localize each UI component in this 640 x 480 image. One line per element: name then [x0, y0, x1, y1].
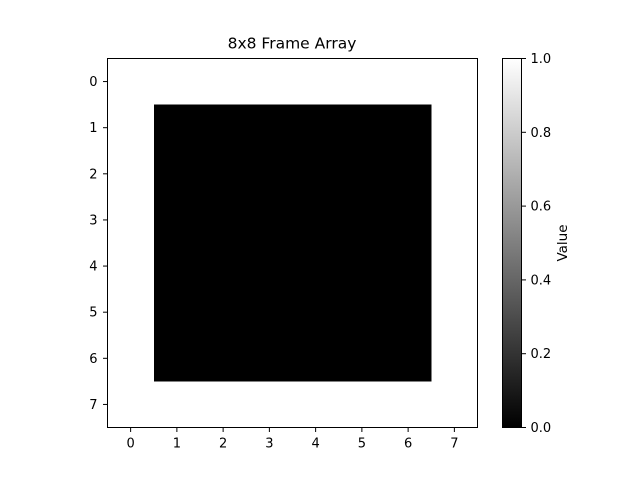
heatmap-cell: [246, 150, 293, 198]
heatmap-cell: [338, 196, 386, 244]
heatmap-cell: [385, 58, 432, 106]
heatmap-cell: [431, 196, 478, 244]
heatmap-cell: [153, 104, 201, 152]
heatmap-cell: [153, 243, 201, 290]
heatmap-cell: [153, 381, 201, 428]
heatmap-cell: [338, 58, 386, 106]
y-tick-label: 1: [89, 121, 97, 136]
heatmap-cell: [431, 335, 478, 382]
heatmap-cell: [246, 104, 293, 152]
heatmap-cell: [246, 289, 293, 336]
heatmap-cell: [292, 289, 340, 336]
heatmap-cell: [107, 243, 155, 290]
colorbar-tick-label: 0.0: [531, 421, 552, 436]
x-tick-label: 1: [173, 437, 181, 452]
heatmap-cell: [200, 335, 247, 382]
x-tick-label: 0: [126, 437, 134, 452]
x-tick-label: 7: [450, 437, 458, 452]
heatmap-cell: [338, 381, 386, 428]
heatmap-cell: [431, 381, 478, 428]
heatmap-cell: [292, 381, 340, 428]
heatmap-cell: [292, 196, 340, 244]
heatmap-cell: [200, 150, 247, 198]
heatmap-cell: [200, 289, 247, 336]
heatmap-cells: [107, 58, 478, 428]
heatmap-cell: [107, 150, 155, 198]
heatmap-cell: [338, 150, 386, 198]
y-tick-label: 0: [89, 75, 97, 90]
heatmap-cell: [200, 243, 247, 290]
colorbar-tick-label: 1.0: [531, 52, 552, 67]
heatmap-cell: [338, 104, 386, 152]
heatmap-cell: [431, 104, 478, 152]
y-tick-label: 4: [89, 260, 97, 275]
heatmap-cell: [153, 335, 201, 382]
heatmap-cell: [385, 243, 432, 290]
heatmap-cell: [385, 289, 432, 336]
heatmap-cell: [292, 335, 340, 382]
heatmap-cell: [153, 196, 201, 244]
heatmap-cell: [246, 58, 293, 106]
heatmap-cell: [200, 381, 247, 428]
colorbar-tick-label: 0.4: [531, 273, 552, 288]
colorbar-tick-label: 0.6: [531, 200, 552, 215]
y-tick-label: 3: [89, 213, 97, 228]
x-tick-label: 6: [404, 437, 412, 452]
heatmap-cell: [153, 58, 201, 106]
heatmap-cell: [431, 289, 478, 336]
heatmap-cell: [385, 104, 432, 152]
heatmap-cell: [292, 104, 340, 152]
heatmap-cell: [385, 196, 432, 244]
y-tick-label: 6: [89, 352, 97, 367]
colorbar-tick-label: 0.2: [531, 347, 552, 362]
y-tick-label: 7: [89, 398, 97, 413]
heatmap-cell: [200, 104, 247, 152]
heatmap-cell: [431, 150, 478, 198]
heatmap-cell: [246, 196, 293, 244]
heatmap-cell: [338, 289, 386, 336]
x-axis: 0 1 2 3 4 5 6 7: [126, 427, 459, 452]
heatmap-cell: [338, 243, 386, 290]
heatmap-cell: [246, 381, 293, 428]
heatmap-cell: [431, 58, 478, 106]
x-tick-label: 4: [311, 437, 319, 452]
y-axis: 0 1 2 3 4 5 6 7: [89, 75, 108, 413]
x-tick-label: 5: [358, 437, 366, 452]
heatmap-cell: [292, 150, 340, 198]
heatmap-cell: [107, 58, 155, 106]
heatmap-cell: [200, 58, 247, 106]
y-tick-label: 2: [89, 167, 97, 182]
heatmap-cell: [107, 104, 155, 152]
heatmap-cell: [246, 243, 293, 290]
colorbar-tick-label: 0.8: [531, 126, 552, 141]
heatmap-cell: [292, 58, 340, 106]
heatmap-cell: [153, 150, 201, 198]
heatmap-cell: [292, 243, 340, 290]
colorbar: [502, 58, 522, 428]
heatmap-cell: [385, 335, 432, 382]
heatmap-cell: [107, 196, 155, 244]
heatmap-cell: [107, 335, 155, 382]
x-tick-label: 2: [219, 437, 227, 452]
y-tick-label: 5: [89, 306, 97, 321]
heatmap-cell: [338, 335, 386, 382]
heatmap-cell: [246, 335, 293, 382]
x-tick-label: 3: [265, 437, 273, 452]
heatmap-cell: [385, 381, 432, 428]
colorbar-label: Value: [555, 224, 571, 261]
plot-frame: [107, 58, 478, 428]
colorbar-axis: 0.0 0.2 0.4 0.6 0.8 1.0: [521, 52, 552, 436]
heatmap-cell: [153, 289, 201, 336]
chart-title: 8x8 Frame Array: [228, 35, 357, 53]
heatmap-cell: [200, 196, 247, 244]
heatmap-cell: [107, 381, 155, 428]
heatmap-cell: [431, 243, 478, 290]
heatmap-cell: [385, 150, 432, 198]
heatmap-cell: [107, 289, 155, 336]
